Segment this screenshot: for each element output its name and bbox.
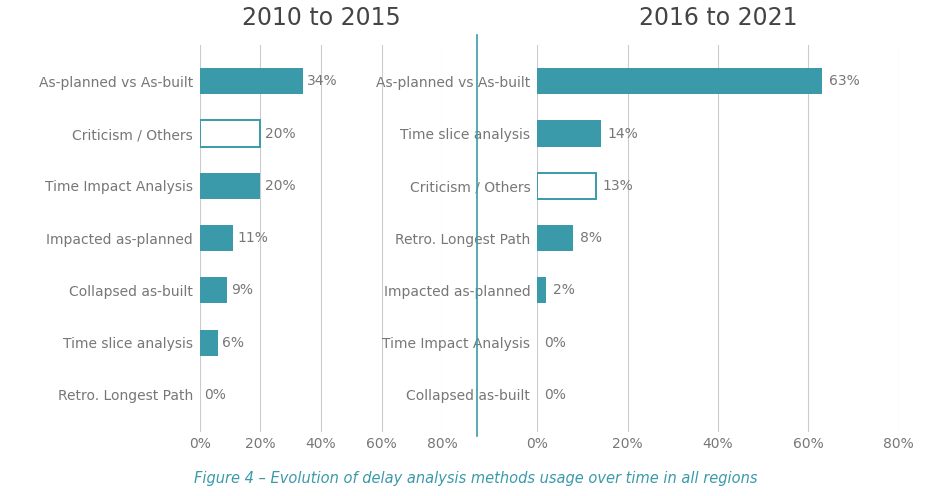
Text: 9%: 9% <box>231 283 254 298</box>
Text: 6%: 6% <box>223 336 244 350</box>
Bar <box>200 68 302 94</box>
Text: 0%: 0% <box>544 336 566 350</box>
Bar <box>537 277 546 304</box>
Bar <box>200 329 218 356</box>
Bar <box>537 121 600 147</box>
Bar <box>200 225 233 251</box>
Bar <box>200 277 227 304</box>
Text: 34%: 34% <box>307 74 338 88</box>
Text: 14%: 14% <box>608 126 638 140</box>
Title: 2010 to 2015: 2010 to 2015 <box>242 6 400 30</box>
Text: 13%: 13% <box>603 179 633 193</box>
Text: 2%: 2% <box>553 283 575 298</box>
Bar <box>537 225 573 251</box>
Bar <box>200 173 261 199</box>
Text: 0%: 0% <box>204 388 226 402</box>
Text: Figure 4 – Evolution of delay analysis methods usage over time in all regions: Figure 4 – Evolution of delay analysis m… <box>194 471 757 486</box>
FancyBboxPatch shape <box>200 121 261 147</box>
Text: 63%: 63% <box>828 74 860 88</box>
Title: 2016 to 2021: 2016 to 2021 <box>639 6 797 30</box>
Text: 0%: 0% <box>544 388 566 402</box>
Text: 11%: 11% <box>238 231 268 245</box>
Text: 8%: 8% <box>580 231 602 245</box>
Bar <box>537 68 822 94</box>
Text: 20%: 20% <box>265 126 296 140</box>
FancyBboxPatch shape <box>537 173 596 199</box>
Text: 20%: 20% <box>265 179 296 193</box>
